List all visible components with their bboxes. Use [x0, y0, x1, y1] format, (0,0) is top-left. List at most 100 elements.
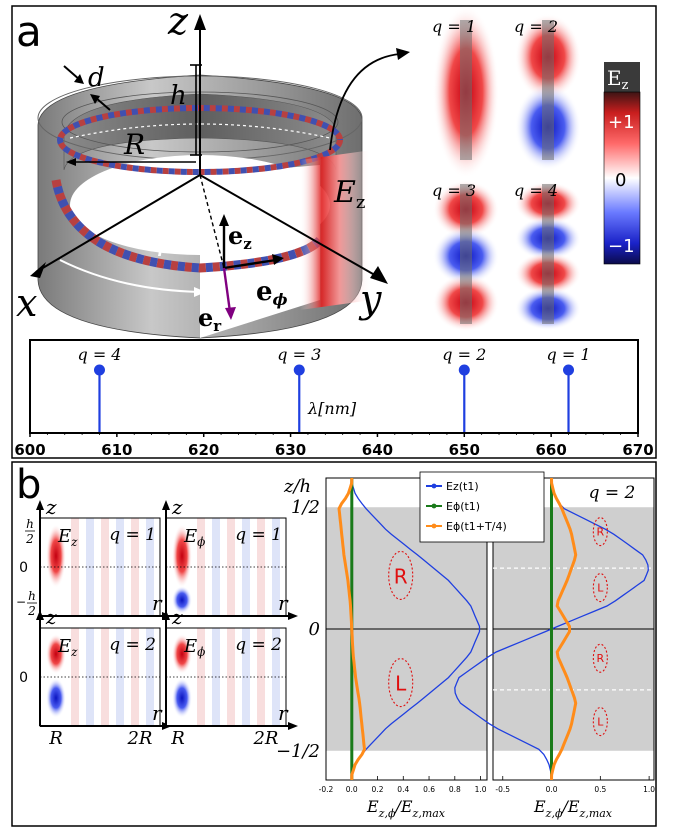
Ez-wall-label: Ez	[333, 175, 365, 213]
field-map-R-label: R	[48, 728, 63, 749]
curved-pointer-head	[396, 48, 410, 60]
profile-x-tick-label: 0.8	[449, 785, 461, 794]
field-map-ripple	[101, 628, 109, 726]
phi-arc	[59, 259, 201, 293]
polarization-loop-label: L	[597, 716, 604, 729]
mode-map-label: q = 2	[514, 17, 558, 36]
phi-label: ϕ	[152, 223, 172, 258]
profile-y-tick-label: −1/2	[276, 741, 320, 762]
d-arrow-2	[95, 97, 111, 111]
profile-x-tick-label: -0.5	[495, 785, 510, 794]
profile-plots: -0.20.00.20.40.60.81.0q = 1RL-0.50.00.51…	[276, 471, 655, 820]
spectrum-tick-label: 640	[362, 441, 393, 459]
profile-series-line	[351, 478, 481, 780]
profile-x-tick-label: 0.4	[397, 785, 409, 794]
spectrum-frame	[29, 339, 639, 434]
field-lobe-negative	[172, 678, 192, 718]
spectrum-peak	[563, 364, 575, 376]
er-vector-label: er	[198, 303, 222, 335]
profile-x-tick-label: 0.0	[546, 785, 558, 794]
spectrum-peak	[93, 364, 105, 376]
field-map-z-label: z	[45, 605, 57, 629]
spectrum-peak-label: q = 2	[442, 345, 486, 364]
field-map-ripple	[116, 518, 124, 616]
field-map-R-label: R	[170, 728, 185, 749]
field-map-z-arrow	[36, 500, 44, 510]
polarization-loop-label: L	[597, 582, 604, 595]
profile-y-tick-label: 0	[309, 619, 320, 640]
mode-maps: q = 1 q = 2 q = 3 q = 4	[430, 5, 584, 332]
field-map-h-bottom: h	[28, 589, 36, 603]
h-label: h	[170, 81, 187, 111]
R-arrow-head	[66, 158, 76, 166]
polarization-loop-label: R	[394, 564, 408, 588]
field-map-field-label: Eϕ	[183, 526, 205, 549]
mode-map-label: q = 4	[514, 181, 558, 200]
profile-xlabel: Ez,ϕ/Ez,max	[533, 797, 613, 820]
legend-marker	[431, 523, 437, 529]
field-map-2R-label: 2R	[126, 728, 152, 749]
field-map-ripple	[116, 628, 124, 726]
field-map-q-label: q = 2	[235, 635, 282, 655]
ephi-vector-head	[272, 254, 284, 265]
field-map-z-arrow	[162, 500, 170, 510]
x-axis-arrow	[30, 262, 46, 278]
spectrum-peak	[458, 364, 470, 376]
field-map-ripple	[227, 518, 235, 616]
field-map-zero-label: 0	[19, 670, 28, 686]
x-axis-label: x	[16, 281, 37, 325]
profile-x-tick-label: 0.2	[372, 785, 384, 794]
y-axis-arrow	[370, 266, 388, 284]
field-map-r-label: r	[152, 591, 163, 615]
ez-vector-label: ez	[228, 221, 252, 253]
profile-ylabel: z/h	[283, 476, 311, 497]
legend-marker	[431, 483, 437, 489]
field-map-r-arrow	[288, 722, 298, 730]
spectrum-peak	[293, 364, 305, 376]
d-arrow-1-head	[74, 74, 84, 84]
spectrum-xlabel: λ[nm]	[307, 399, 357, 418]
R-label: R	[123, 128, 145, 161]
y-axis	[199, 174, 381, 279]
field-map-q-label: q = 1	[109, 525, 156, 545]
field-map-ripple	[242, 518, 250, 616]
d-label: d	[88, 63, 105, 93]
panel-b-label: b	[16, 462, 41, 508]
spectrum-peak-label: q = 1	[547, 345, 591, 364]
field-map-h-top: h	[26, 517, 34, 531]
field-map-ripple	[242, 628, 250, 726]
field-lobe-negative	[46, 678, 66, 718]
x-axis	[35, 174, 201, 273]
panel-a-label: a	[16, 7, 42, 56]
field-map-ripple	[101, 518, 109, 616]
spectrum-tick-label: 620	[188, 441, 219, 459]
cylinder-hole	[70, 155, 330, 255]
field-lobe-positive	[172, 634, 192, 674]
field-lobe-positive	[46, 524, 66, 588]
profile-xlabel: Ez,ϕ/Ez,max	[366, 797, 446, 820]
field-map-z-arrow	[36, 610, 44, 620]
profile-x-tick-label: -0.2	[319, 785, 334, 794]
spectrum-tick-label: 660	[535, 441, 566, 459]
field-map-r-label: r	[278, 701, 289, 725]
mode-map-wall	[460, 184, 472, 324]
field-map-q-label: q = 1	[235, 525, 282, 545]
phi-arc-head	[194, 287, 206, 297]
polarization-loop	[592, 573, 608, 603]
legend-label: Eϕ(t1+T/4)	[446, 520, 507, 533]
field-map-r-arrow	[288, 612, 298, 620]
field-map-2R-label: 2R	[252, 728, 278, 749]
er-vector-head	[225, 307, 236, 320]
ephi-vector	[223, 258, 277, 270]
curved-pointer	[329, 53, 401, 151]
polarization-loop	[388, 658, 414, 708]
ez-vector-head	[219, 214, 229, 226]
polarization-loop-label: L	[395, 672, 407, 696]
spectrum-plot: 600 610 620 630 640 650 660 670 q = 4 q = 3 q = 2 q…	[14, 345, 653, 459]
field-map-h-top-den: 2	[25, 532, 34, 546]
colorbar-title: Ez	[607, 66, 629, 93]
field-map-r-label: r	[152, 701, 163, 725]
panel-a-frame	[11, 5, 657, 459]
